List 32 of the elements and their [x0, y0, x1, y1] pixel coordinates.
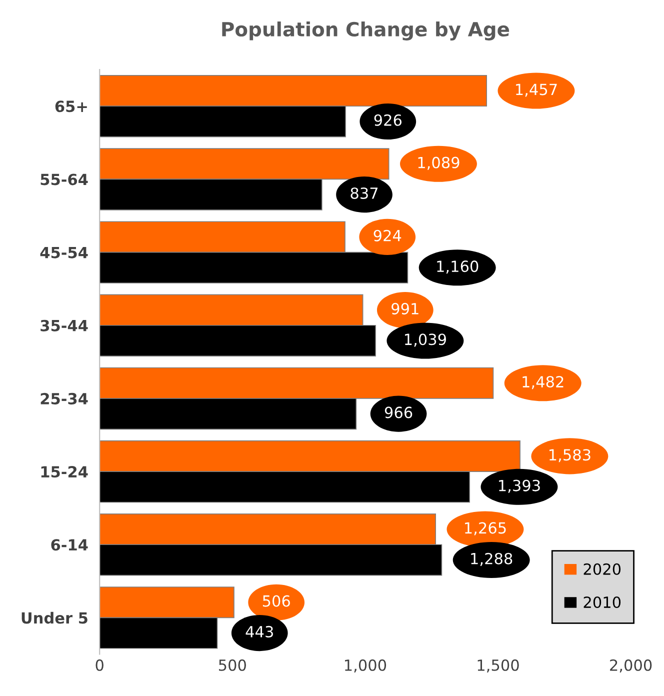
y-tick-label: 25-34 — [40, 392, 88, 404]
x-tick-label: 1,000 — [345, 659, 386, 672]
data-label: 926 — [374, 114, 402, 126]
x-tick-label: 500 — [219, 659, 246, 671]
data-label: 1,482 — [522, 376, 564, 390]
data-label: 1,039 — [405, 334, 446, 347]
x-tick-label: 2,000 — [610, 659, 652, 672]
legend-label: 2010 — [584, 596, 621, 608]
data-label: 924 — [374, 230, 402, 242]
data-label: 1,288 — [471, 552, 512, 566]
y-tick-label: 65+ — [55, 100, 87, 112]
data-label: 991 — [392, 302, 418, 314]
data-label: 1,583 — [550, 449, 590, 462]
y-tick-label: 15-24 — [41, 466, 88, 478]
chart-title: Population Change by Age — [222, 21, 510, 40]
y-tick-label: 6-14 — [51, 539, 88, 551]
data-label: 837 — [350, 187, 378, 199]
data-label: 1,393 — [499, 480, 540, 493]
y-tick-label: 55-64 — [40, 174, 88, 186]
data-label: 506 — [262, 595, 290, 607]
data-label: 1,457 — [516, 84, 557, 97]
data-label: 1,265 — [465, 522, 506, 536]
data-label: 443 — [246, 626, 273, 638]
y-tick-label: Under 5 — [22, 612, 88, 624]
x-tick-label: 0 — [96, 659, 104, 671]
x-tick-label: 1,500 — [478, 659, 519, 672]
data-label: 1,089 — [418, 156, 460, 170]
data-label: 1,160 — [437, 260, 478, 274]
legend-label: 2020 — [584, 563, 621, 575]
y-tick-label: 45-54 — [40, 246, 88, 258]
y-tick-label: 35-44 — [40, 320, 88, 332]
data-label: 966 — [384, 406, 412, 418]
